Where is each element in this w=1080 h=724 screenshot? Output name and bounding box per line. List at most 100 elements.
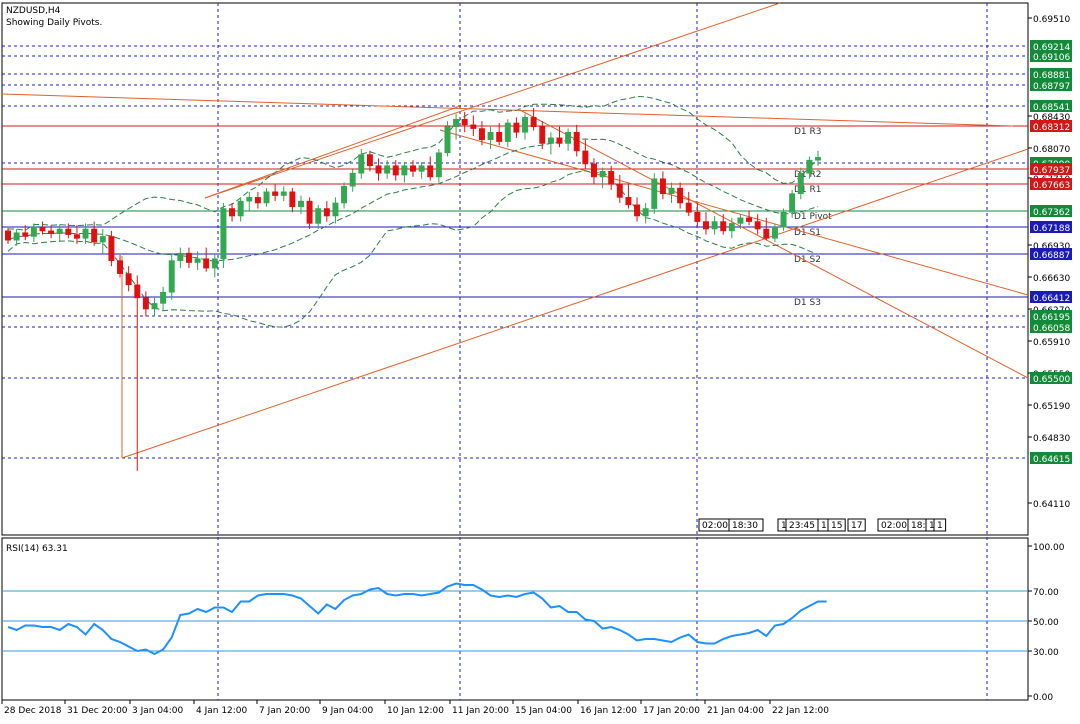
time-axis-label: 28 Dec 2018	[4, 706, 62, 716]
candle-body	[410, 165, 416, 172]
candle-body	[659, 178, 666, 194]
price-level-value: 0.66058	[1033, 324, 1070, 334]
price-level-value: 0.64615	[1033, 455, 1070, 465]
candle-body	[392, 165, 399, 176]
pivot-label: D1 R1	[794, 185, 822, 195]
time-box-label: 02:00	[702, 521, 728, 531]
time-axis-label: 7 Jan 20:00	[259, 706, 311, 716]
candle-body	[478, 128, 485, 141]
pivot-label: D1 R3	[794, 127, 822, 137]
trend-line	[439, 129, 1029, 296]
price-level-badge	[1030, 40, 1072, 52]
rsi-line	[7, 582, 827, 656]
candle-body	[229, 208, 236, 217]
price-level-badge	[1030, 248, 1072, 260]
price-axis-label: 0.64110	[1033, 500, 1070, 510]
time-axis-label: 17 Jan 20:00	[643, 706, 700, 716]
candle-body	[427, 165, 434, 178]
pivot-label: D1 Pivot	[794, 212, 832, 222]
price-level-value: 0.67663	[1033, 181, 1070, 191]
price-level-value: 0.68541	[1033, 103, 1070, 113]
candle-body	[642, 208, 649, 217]
bollinger-middle-band	[7, 138, 819, 262]
price-axis-label: 0.64830	[1033, 434, 1070, 444]
candle-body	[565, 131, 572, 144]
candle-body	[625, 197, 632, 206]
candle-body	[435, 152, 442, 178]
candle-body	[263, 191, 270, 204]
candle-body	[203, 258, 210, 269]
pivot-label: D1 R2	[794, 170, 822, 180]
candle-body	[5, 230, 11, 241]
price-level-badge	[1030, 79, 1072, 91]
time-box-label: 1	[937, 521, 943, 531]
time-axis-label: 22 Jan 12:00	[772, 706, 829, 716]
time-box	[827, 518, 846, 532]
rsi-title: RSI(14) 63.31	[6, 544, 68, 554]
trend-line	[121, 148, 1029, 459]
candle-body	[48, 230, 55, 234]
candle-body	[272, 191, 279, 196]
candle-body	[763, 228, 770, 239]
price-level-value: 0.67188	[1033, 224, 1070, 234]
candle-body	[754, 221, 761, 230]
rsi-axis-label: 30.00	[1033, 648, 1059, 658]
candle-body	[298, 200, 304, 207]
candle-body	[73, 234, 80, 239]
rsi-axis-label: 50.00	[1033, 618, 1059, 628]
price-axis-label: 0.68430	[1033, 113, 1070, 123]
candle-body	[39, 226, 46, 232]
candle-body	[522, 117, 528, 133]
candle-body	[185, 252, 192, 263]
candle-body	[539, 126, 546, 144]
price-level-value: 0.68797	[1033, 82, 1070, 92]
price-level-value: 0.65500	[1033, 375, 1070, 385]
rsi-axis-label: 70.00	[1033, 588, 1059, 598]
candle-body	[13, 232, 20, 241]
price-level-badge	[1030, 310, 1072, 322]
time-axis-label: 9 Jan 04:00	[322, 706, 374, 716]
trend-line	[204, 105, 461, 199]
time-axis-label: 4 Jan 12:00	[196, 706, 248, 716]
candle-body	[254, 197, 261, 204]
price-level-value: 0.69214	[1033, 43, 1070, 53]
candle-body	[677, 187, 684, 204]
candle-body	[504, 122, 511, 142]
candle-body	[401, 165, 408, 176]
candle-body	[720, 221, 727, 232]
price-level-badge	[1030, 50, 1072, 62]
price-level-value: 0.66412	[1033, 294, 1070, 304]
candle-body	[375, 165, 382, 174]
candle-body	[194, 258, 201, 263]
candle-body	[453, 118, 460, 127]
candle-body	[160, 291, 167, 304]
time-box-label: 1	[821, 521, 827, 531]
candle-body	[703, 221, 709, 230]
candle-body	[237, 200, 244, 217]
candle-body	[349, 172, 356, 187]
time-box-label: 23:45	[789, 521, 815, 531]
candle-body	[513, 122, 520, 133]
candle-body	[289, 191, 296, 207]
price-level-value: 0.69106	[1033, 53, 1070, 63]
time-axis-label: 31 Dec 20:00	[67, 706, 128, 716]
time-axis-label: 10 Jan 12:00	[387, 706, 444, 716]
candle-body	[30, 226, 37, 237]
candle-body	[56, 228, 63, 234]
candle-body	[280, 191, 287, 196]
trend-line	[1, 93, 1014, 127]
price-level-value: 0.67937	[1033, 166, 1070, 176]
candle-body	[780, 211, 787, 228]
price-level-badge	[1030, 221, 1072, 233]
candle-body	[556, 137, 563, 144]
candle-body	[685, 202, 692, 213]
time-axis-label: 11 Jan 20:00	[452, 706, 509, 716]
time-axis-label: 15 Jan 04:00	[515, 706, 572, 716]
price-level-badge	[1030, 100, 1072, 112]
price-level-badge	[1030, 120, 1072, 132]
candle-body	[789, 193, 796, 213]
candle-body	[134, 284, 141, 299]
candle-body	[22, 232, 29, 237]
